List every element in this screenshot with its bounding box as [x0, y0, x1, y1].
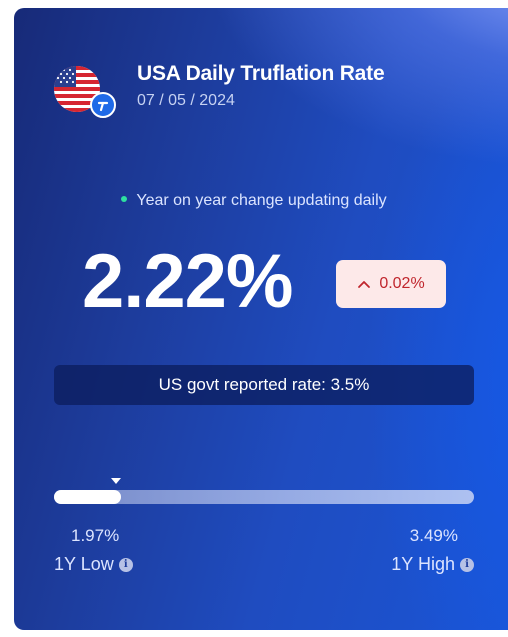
change-badge: 0.02%	[336, 260, 446, 308]
live-dot-icon	[121, 195, 128, 202]
truflation-rate-card: USA Daily Truflation Rate 07 / 05 / 2024…	[14, 8, 508, 630]
change-value: 0.02%	[379, 275, 425, 292]
truflation-logo-icon	[90, 92, 116, 118]
high-value: 3.49%	[409, 526, 458, 545]
range-bar	[54, 490, 474, 504]
flag-group	[54, 66, 116, 118]
rate-value: 2.22%	[82, 239, 293, 324]
govt-rate-pill: US govt reported rate: 3.5%	[54, 365, 474, 405]
range-bar-fill	[54, 490, 122, 504]
chevron-up-icon	[358, 281, 371, 288]
low-label-group: 1Y Low i	[54, 554, 133, 575]
card-date: 07 / 05 / 2024	[137, 92, 235, 109]
card-title: USA Daily Truflation Rate	[137, 62, 385, 85]
high-label-group: 1Y High i	[391, 554, 474, 575]
live-status: Year on year change updating daily	[14, 192, 494, 210]
low-value: 1.97%	[71, 526, 120, 545]
low-label: 1Y Low	[54, 554, 114, 574]
live-label: Year on year change updating daily	[136, 192, 387, 209]
info-icon[interactable]: i	[118, 557, 133, 572]
current-rate-marker	[111, 478, 122, 484]
us-flag-icon	[54, 66, 100, 112]
info-icon[interactable]: i	[460, 557, 474, 572]
high-label: 1Y High	[391, 554, 455, 574]
